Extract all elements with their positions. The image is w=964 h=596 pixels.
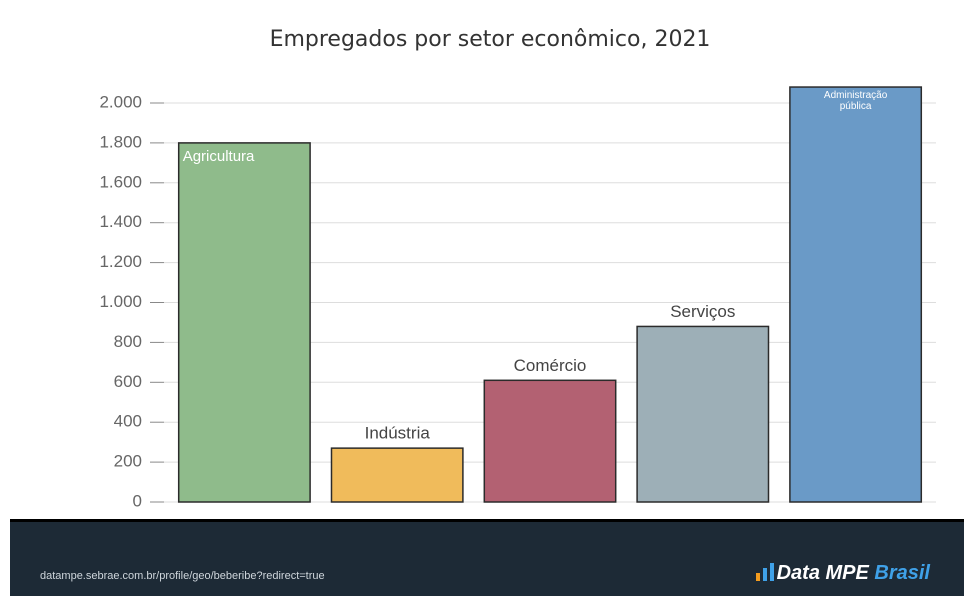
bar: [789, 86, 923, 503]
footer: datampe.sebrae.com.br/profile/geo/beberi…: [10, 519, 964, 596]
chart: Empregados por setor econômico, 2021 0 20…: [99, 27, 936, 510]
bar-label-box: Administração pública: [823, 90, 888, 113]
logo-icon: [755, 563, 774, 581]
brand: Data MPE: [776, 562, 869, 584]
y-tick-label: 0: [133, 491, 142, 510]
bar-label: Administração pública: [823, 90, 888, 113]
brand-accent: Brasil: [874, 562, 930, 584]
y-tick-label: 400: [114, 412, 142, 431]
bar-label: Indústria: [365, 424, 431, 443]
logo: Data MPE Brasil: [755, 562, 930, 585]
y-tick-label: 1.200: [99, 252, 142, 271]
y-tick-label: 1.000: [99, 292, 142, 311]
bar-label: Serviços: [670, 302, 735, 321]
y-tick-label: 2.000: [99, 92, 142, 111]
y-tick-label: 1.600: [99, 172, 142, 191]
y-tick-label: 200: [114, 452, 142, 471]
y-tick-label: 600: [114, 372, 142, 391]
bar: [636, 325, 770, 503]
y-tick-label: 800: [114, 332, 142, 351]
y-tick-label: 1.800: [99, 132, 142, 151]
chart-title: Empregados por setor econômico, 2021: [270, 27, 711, 52]
bar: [177, 142, 311, 503]
bar-label: Agricultura: [183, 148, 255, 165]
y-tick-label: 1.400: [99, 212, 142, 231]
bar: [483, 379, 617, 503]
bar: [330, 447, 464, 503]
source-url: datampe.sebrae.com.br/profile/geo/beberi…: [40, 570, 325, 582]
bar-label: Comércio: [514, 356, 587, 375]
